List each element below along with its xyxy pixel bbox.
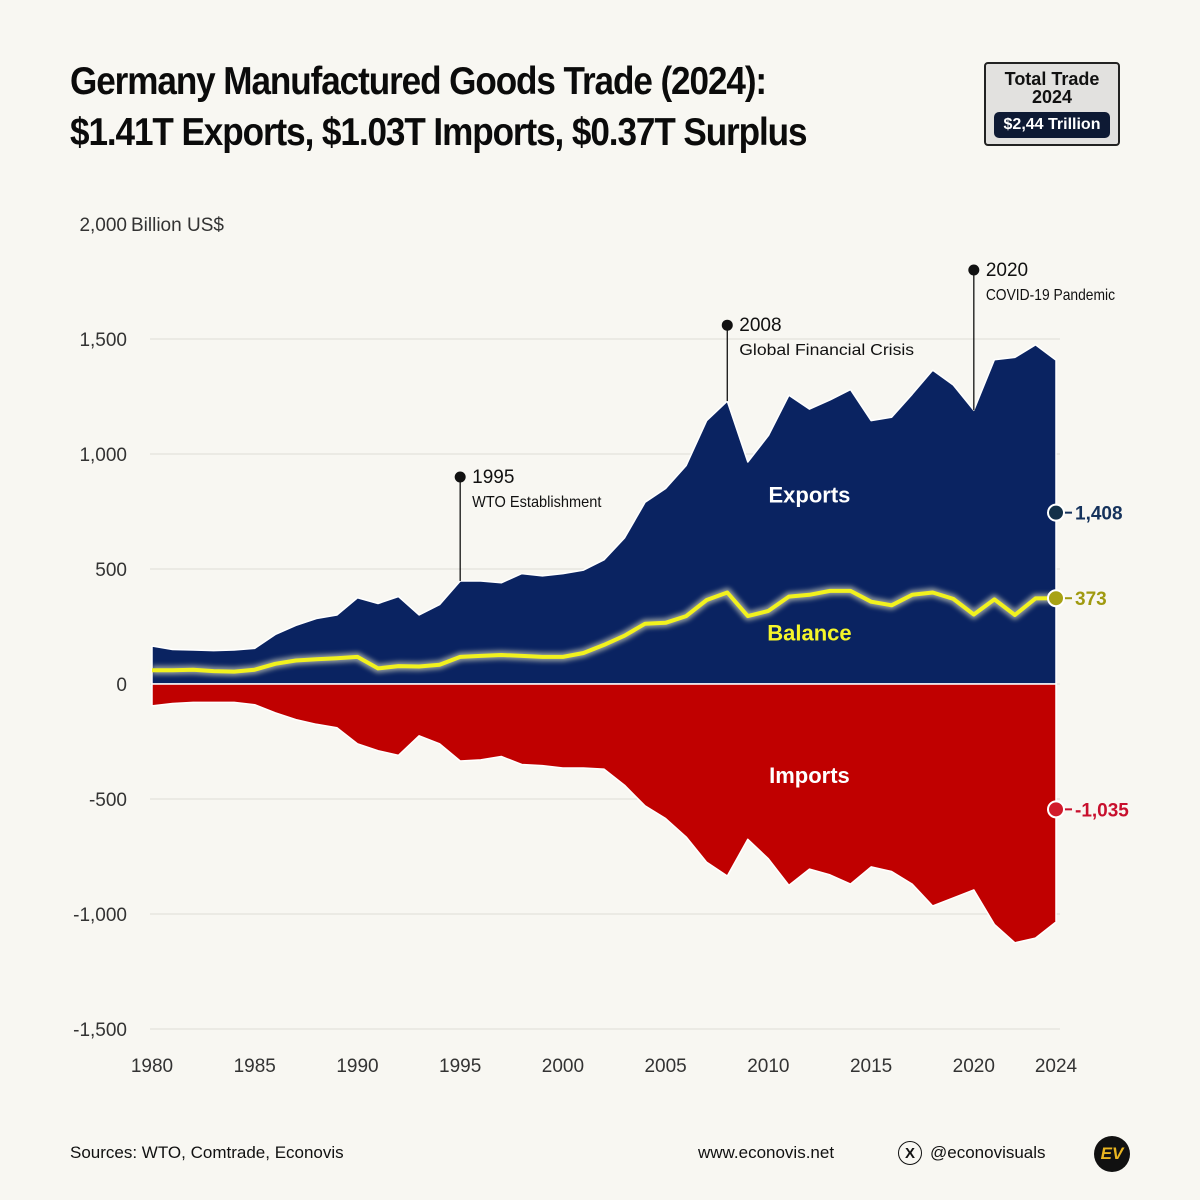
x-tick-label-2015: 2015: [850, 1056, 892, 1077]
end-value-exports: 1,408: [1075, 504, 1123, 525]
annotation-text-1995: WTO Establishment: [472, 494, 602, 511]
annotation-text-2008: Global Financial Crisis: [739, 342, 914, 359]
badge-line-1: Total Trade: [1004, 69, 1100, 89]
end-value-imports: -1,035: [1075, 800, 1129, 821]
annotation-dot-2020: [968, 264, 980, 276]
title-line-1: Germany Manufactured Goods Trade (2024):: [70, 60, 767, 103]
area-label-balance: Balance: [767, 620, 851, 645]
x-tick-label-1985: 1985: [234, 1056, 276, 1077]
badge-value: $2,44 Trillion: [994, 112, 1110, 138]
end-dot-imports: [1047, 800, 1065, 819]
total-trade-badge: Total Trade 2024 $2,44 Trillion: [984, 62, 1120, 146]
y-tick-label-2000: 2,000: [79, 215, 127, 236]
y-tick-label--500: -500: [89, 790, 127, 811]
badge-line-2: 2024: [1031, 87, 1073, 107]
x-tick-label-1995: 1995: [439, 1056, 481, 1077]
end-dot-balance: [1047, 589, 1065, 608]
chart-title: Germany Manufactured Goods Trade (2024):…: [70, 56, 862, 158]
sources-text: Sources: WTO, Comtrade, Econovis: [70, 1143, 344, 1162]
social-handle[interactable]: @econovisuals: [930, 1143, 1046, 1162]
exports-area: [151, 344, 1057, 685]
imports-area: [151, 683, 1057, 944]
x-tick-label-2024: 2024: [1035, 1056, 1078, 1077]
x-tick-label-1990: 1990: [336, 1056, 378, 1077]
balance-line: [152, 588, 1057, 674]
y-tick-label--1000: -1,000: [73, 905, 127, 926]
area-label-exports: Exports: [768, 482, 850, 507]
title-line-2: $1.41T Exports, $1.03T Imports, $0.37T S…: [70, 111, 808, 154]
website-link[interactable]: www.econovis.net: [698, 1143, 835, 1162]
y-tick-label-500: 500: [95, 560, 127, 581]
x-tick-label-2020: 2020: [953, 1056, 995, 1077]
annotation-year-2020: 2020: [986, 260, 1028, 281]
econovis-logo-icon: EV: [1094, 1136, 1130, 1172]
y-tick-label--1500: -1,500: [73, 1020, 127, 1041]
end-value-balance: 373: [1075, 589, 1107, 610]
y-tick-label-1500: 1,500: [79, 330, 127, 351]
annotation-dot-2008: [721, 319, 733, 331]
x-tick-label-2005: 2005: [644, 1056, 686, 1077]
annotation-year-2008: 2008: [739, 315, 781, 336]
x-tick-label-2010: 2010: [747, 1056, 789, 1077]
area-label-imports: Imports: [769, 763, 850, 788]
annotation-text-2020: COVID-19 Pandemic: [986, 287, 1115, 304]
end-dot-exports: [1047, 503, 1065, 522]
x-tick-label-1980: 1980: [131, 1056, 173, 1077]
y-tick-label-0: 0: [116, 675, 127, 696]
y-tick-label-1000: 1,000: [79, 445, 127, 466]
y-axis-unit-label: Billion US$: [131, 215, 224, 236]
annotation-year-1995: 1995: [472, 467, 514, 488]
x-logo-icon[interactable]: X: [898, 1141, 922, 1165]
annotation-dot-1995: [454, 471, 466, 483]
x-tick-label-2000: 2000: [542, 1056, 584, 1077]
